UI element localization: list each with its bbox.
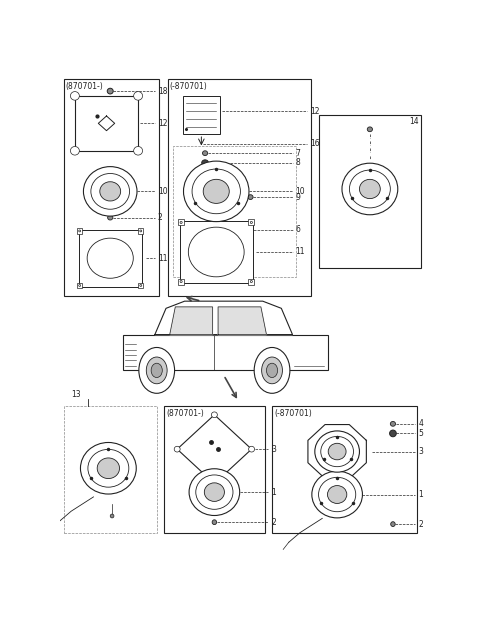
Text: 1: 1 (418, 490, 423, 499)
Ellipse shape (97, 458, 120, 479)
Ellipse shape (315, 431, 360, 472)
Ellipse shape (71, 146, 79, 155)
Polygon shape (170, 307, 213, 335)
Ellipse shape (110, 514, 114, 518)
Text: 5: 5 (418, 429, 423, 438)
Ellipse shape (151, 363, 162, 378)
Text: 16: 16 (311, 139, 320, 148)
Bar (64, 79, 158, 296)
Ellipse shape (390, 422, 396, 426)
Ellipse shape (212, 520, 216, 525)
Ellipse shape (108, 215, 113, 220)
Ellipse shape (248, 195, 253, 200)
Ellipse shape (211, 412, 217, 418)
Text: 6: 6 (296, 225, 300, 234)
Ellipse shape (390, 430, 396, 436)
Text: 12: 12 (158, 119, 168, 128)
Ellipse shape (327, 485, 347, 503)
Text: (-870701): (-870701) (170, 82, 207, 91)
Text: 1: 1 (271, 487, 276, 497)
Bar (123, 335, 328, 370)
Ellipse shape (266, 363, 277, 378)
Ellipse shape (87, 238, 133, 278)
Text: (870701-): (870701-) (66, 82, 103, 91)
Ellipse shape (174, 446, 180, 452)
Text: 3: 3 (271, 445, 276, 454)
Text: 13: 13 (71, 390, 81, 399)
Text: 7: 7 (296, 149, 300, 157)
Text: 10: 10 (158, 187, 168, 196)
Text: 12: 12 (311, 107, 320, 116)
Bar (249, 219, 254, 226)
Ellipse shape (202, 160, 208, 166)
Ellipse shape (249, 446, 254, 452)
Bar (138, 283, 144, 288)
Ellipse shape (360, 179, 380, 198)
Bar (249, 278, 254, 285)
Ellipse shape (71, 92, 79, 100)
Ellipse shape (211, 480, 217, 487)
Bar (319, 115, 421, 268)
Ellipse shape (254, 347, 290, 393)
Polygon shape (177, 415, 252, 484)
Ellipse shape (328, 443, 346, 460)
Bar (178, 219, 184, 226)
Text: 10: 10 (296, 187, 305, 196)
Ellipse shape (183, 161, 249, 221)
Text: 4: 4 (418, 419, 423, 428)
Bar (180, 221, 252, 283)
Text: 11: 11 (158, 254, 168, 263)
Ellipse shape (133, 92, 143, 100)
Ellipse shape (391, 521, 395, 526)
Polygon shape (155, 301, 292, 335)
Bar (75, 96, 138, 151)
Bar (183, 96, 220, 134)
Ellipse shape (204, 483, 225, 502)
Text: 18: 18 (158, 87, 168, 95)
Bar (79, 229, 142, 287)
Ellipse shape (107, 88, 113, 94)
Text: 2: 2 (418, 520, 423, 529)
Text: 2: 2 (158, 213, 163, 222)
Bar (173, 146, 296, 277)
Ellipse shape (84, 167, 137, 216)
Ellipse shape (100, 182, 120, 201)
Ellipse shape (312, 471, 362, 518)
Text: 11: 11 (296, 247, 305, 257)
Text: (870701-): (870701-) (166, 409, 204, 418)
Ellipse shape (262, 357, 282, 384)
Ellipse shape (81, 443, 136, 494)
Bar (64, 406, 156, 533)
Ellipse shape (133, 146, 143, 155)
Ellipse shape (189, 469, 240, 515)
Bar (164, 406, 264, 533)
Bar (138, 228, 144, 234)
Ellipse shape (146, 357, 167, 384)
Text: 14: 14 (409, 117, 419, 126)
Bar (168, 79, 311, 296)
Bar (77, 283, 83, 288)
Text: 8: 8 (296, 158, 300, 167)
Ellipse shape (139, 347, 175, 393)
Ellipse shape (342, 163, 398, 215)
Text: 2: 2 (271, 518, 276, 527)
Text: 9: 9 (296, 193, 300, 202)
Text: (-870701): (-870701) (274, 409, 312, 418)
Text: 3: 3 (418, 447, 423, 456)
Ellipse shape (203, 151, 208, 156)
Bar (178, 278, 184, 285)
Bar (77, 228, 83, 234)
Ellipse shape (188, 227, 244, 277)
Bar (272, 406, 417, 533)
Polygon shape (308, 425, 366, 479)
Ellipse shape (203, 179, 229, 203)
Polygon shape (218, 307, 266, 335)
Ellipse shape (367, 127, 372, 131)
